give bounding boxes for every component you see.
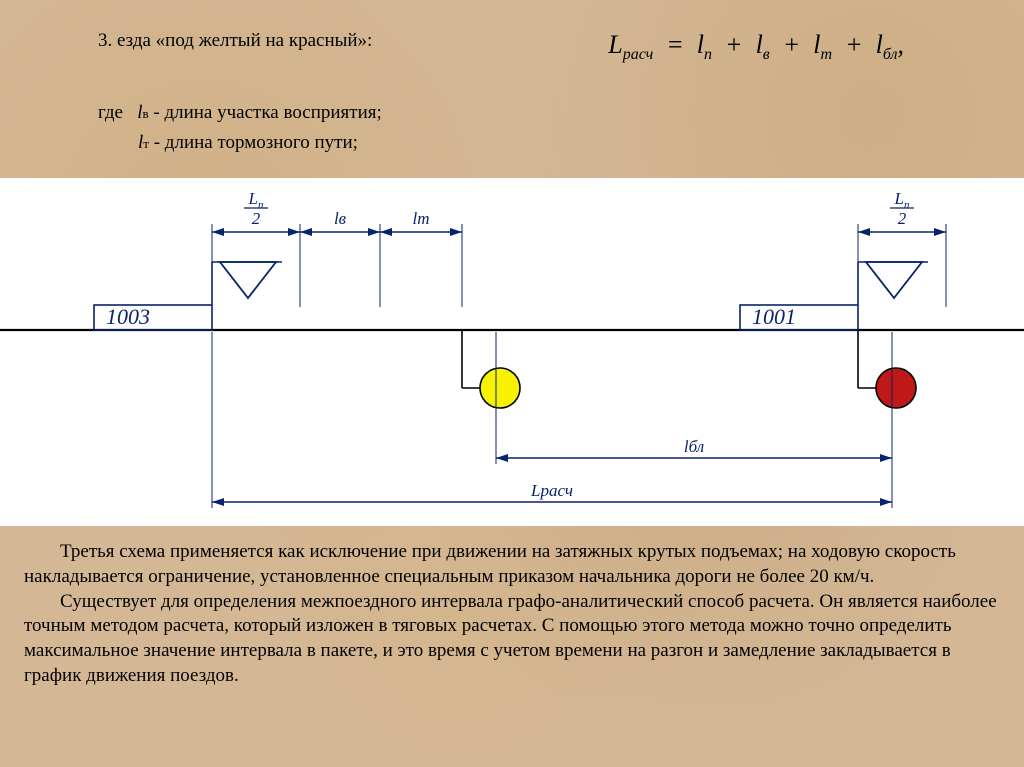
- definition-1: где lв - длина участка восприятия;: [98, 102, 944, 124]
- diagram: 10031001Lп2lвlтLп2lблLрасч: [0, 178, 1024, 526]
- formula: Lрасч = lп + lв + lт + lбл,: [608, 30, 944, 64]
- svg-text:lт: lт: [413, 209, 430, 228]
- svg-text:2: 2: [898, 209, 907, 228]
- header-block: 3. езда «под желтый на красный»: Lрасч =…: [0, 0, 1024, 164]
- svg-text:lв: lв: [334, 209, 347, 228]
- svg-text:2: 2: [252, 209, 261, 228]
- svg-text:Lрасч: Lрасч: [530, 481, 573, 500]
- svg-text:1001: 1001: [752, 304, 796, 329]
- paragraph-2: Существует для определения межпоездного …: [24, 590, 1000, 689]
- paragraph-1: Третья схема применяется как исключение …: [24, 540, 1000, 589]
- title-text: езда «под желтый на красный»:: [117, 30, 372, 51]
- definition-2: lт - длина тормозного пути;: [138, 132, 944, 154]
- body-text: Третья схема применяется как исключение …: [0, 526, 1024, 688]
- item-number: 3.: [98, 30, 112, 51]
- title-line: 3. езда «под желтый на красный»:: [98, 30, 372, 52]
- svg-text:1003: 1003: [106, 304, 150, 329]
- svg-text:lбл: lбл: [684, 437, 704, 456]
